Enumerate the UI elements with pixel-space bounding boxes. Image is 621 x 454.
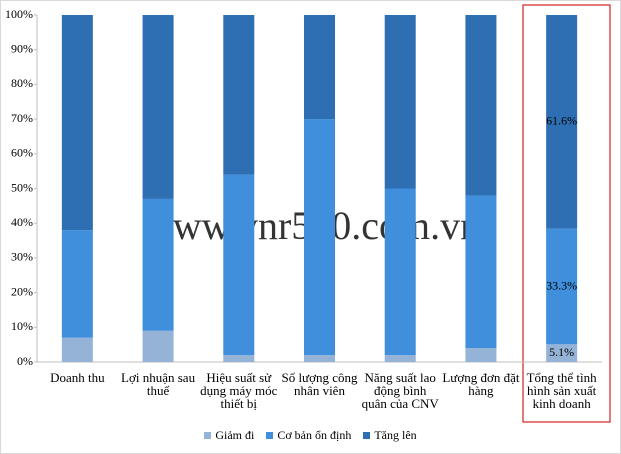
bar-segment — [142, 15, 174, 199]
legend-item: Cơ bản ổn định — [266, 428, 351, 442]
x-tick-label: Số lượng công nhân viên — [281, 370, 358, 398]
y-tick-label: 20% — [11, 284, 33, 298]
bar-segment — [304, 119, 335, 356]
bar-segment — [304, 15, 335, 120]
y-tick-label: 50% — [11, 180, 33, 194]
x-tick-label: Tổng thể tình hình sản xuất kinh doanh — [526, 370, 597, 411]
legend-item: Tăng lên — [363, 428, 417, 442]
bar-segment — [142, 198, 174, 331]
bar-segment — [223, 355, 255, 362]
x-tick-label: Doanh thu — [50, 370, 105, 385]
legend-swatch — [266, 432, 274, 439]
data-label: 5.1% — [549, 345, 574, 359]
bar-segment — [465, 195, 497, 349]
y-tick-label: 100% — [5, 7, 33, 21]
x-tick-label: Lợi nhuận sau thuế — [121, 370, 196, 398]
y-tick-label: 30% — [11, 250, 33, 264]
bar-segment — [61, 337, 93, 362]
bar-segment — [142, 330, 174, 362]
y-tick-label: 0% — [17, 354, 33, 368]
bar-segment — [546, 15, 578, 229]
y-tick-label: 90% — [11, 41, 33, 55]
x-tick-label: Năng suất lao động bình quân của CNV — [361, 370, 439, 411]
bar-segment — [546, 344, 578, 362]
bar-segment — [223, 174, 255, 356]
y-tick-label: 70% — [11, 111, 33, 125]
legend-item: Giảm đi — [204, 428, 254, 442]
bar-segment — [384, 355, 416, 362]
legend-label: Giảm đi — [215, 428, 255, 442]
bar-segment — [304, 355, 335, 362]
x-tick-label: Lượng đơn đặt hàng — [442, 370, 520, 398]
bar-segment — [465, 348, 497, 362]
legend: Giảm đi Cơ bản ổn định Tăng lên — [0, 428, 621, 443]
bar-segment — [223, 15, 255, 175]
y-tick-label: 60% — [11, 146, 33, 160]
bar-segment — [546, 228, 578, 345]
y-tick-label: 10% — [11, 319, 33, 333]
bar-segment — [61, 230, 93, 338]
data-label: 61.6% — [546, 114, 577, 128]
legend-label: Cơ bản ổn định — [277, 428, 352, 442]
data-label: 33.3% — [546, 278, 577, 292]
bar-segment — [61, 15, 93, 231]
y-tick-label: 80% — [11, 76, 33, 90]
highlight-box — [522, 4, 611, 423]
legend-label: Tăng lên — [374, 428, 417, 442]
y-tick-label: 40% — [11, 215, 33, 229]
bar-segment — [384, 188, 416, 356]
bar-segment — [465, 15, 497, 196]
legend-swatch — [363, 432, 371, 439]
bar-segment — [384, 15, 416, 189]
legend-swatch — [204, 432, 212, 439]
x-tick-label: Hiệu suất sử dụng máy móc thiết bị — [200, 370, 278, 411]
